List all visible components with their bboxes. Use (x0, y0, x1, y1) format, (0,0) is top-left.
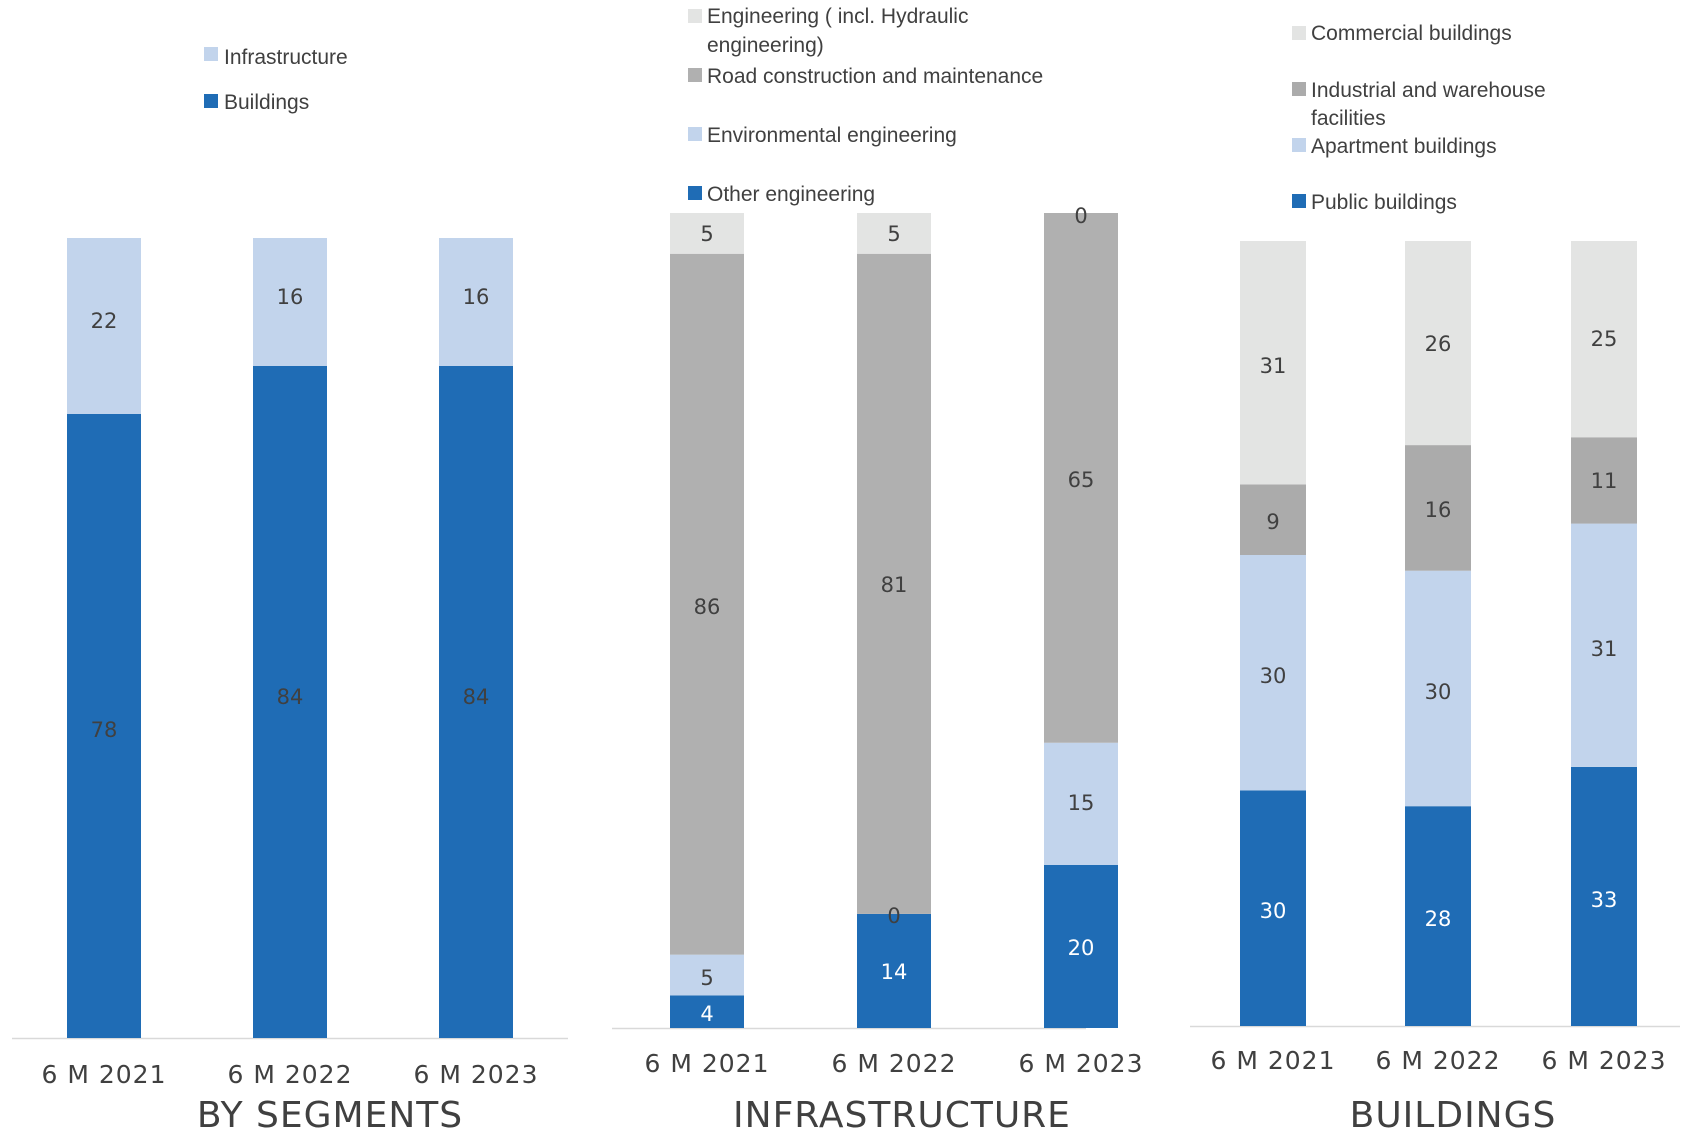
by-segments-tick-label-6-m-2021: 6 M 2021 (42, 1060, 167, 1089)
infrastructure-bar-other-engineering-6-m-2023 (1044, 865, 1118, 1028)
by-segments-data-label-buildings-6-m-2021: 78 (91, 718, 118, 742)
by-segments-bar-infrastructure-6-m-2023 (439, 238, 513, 366)
by-segments-data-label-infrastructure-6-m-2021: 22 (91, 309, 118, 333)
infrastructure-legend-label-other-engineering: Other engineering (707, 183, 875, 206)
buildings-bar-public-buildings-6-m-2023 (1571, 766, 1637, 1026)
buildings-legend-label-apartment-buildings: Apartment buildings (1311, 135, 1497, 158)
infrastructure-data-label-road-construction-and-maintenance-6-m-2021: 86 (694, 595, 721, 619)
buildings-data-label-industrial-and-warehouse-facilities-6-m-2021: 9 (1266, 510, 1279, 534)
by-segments-bar-buildings-6-m-2023 (439, 366, 513, 1038)
by-segments-legend-swatch-buildings (204, 94, 218, 108)
buildings-data-label-apartment-buildings-6-m-2023: 31 (1591, 637, 1618, 661)
by-segments-bar-buildings-6-m-2022 (253, 366, 327, 1038)
buildings-tick-label-6-m-2021: 6 M 2021 (1211, 1046, 1336, 1075)
buildings-tick-label-6-m-2022: 6 M 2022 (1376, 1046, 1501, 1075)
infrastructure-data-label-engineering-incl-hydraulic-engineering-6-m-2022: 5 (887, 222, 900, 246)
buildings-legend-swatch-commercial-buildings (1292, 26, 1306, 40)
infrastructure-data-label-other-engineering-6-m-2022: 14 (881, 960, 908, 984)
infrastructure-bar-road-construction-and-maintenance-6-m-2023 (1044, 213, 1118, 743)
buildings-bar-industrial-and-warehouse-facilities-6-m-2022 (1405, 445, 1471, 571)
infrastructure-data-label-environmental-engineering-6-m-2021: 5 (700, 966, 713, 990)
buildings-data-label-industrial-and-warehouse-facilities-6-m-2022: 16 (1425, 498, 1452, 522)
buildings-bar-apartment-buildings-6-m-2023 (1571, 523, 1637, 767)
by-segments-bar-infrastructure-6-m-2021 (67, 238, 141, 414)
infrastructure-legend-label-engineering-incl-hydraulic-engineering-line-1: Engineering ( incl. Hydraulic (707, 5, 968, 28)
buildings-bar-apartment-buildings-6-m-2022 (1405, 570, 1471, 807)
infrastructure-legend-swatch-engineering-incl-hydraulic-engineering (688, 9, 702, 23)
buildings-bar-commercial-buildings-6-m-2022 (1405, 241, 1471, 446)
infrastructure-tick-label-6-m-2022: 6 M 2022 (832, 1049, 957, 1078)
buildings-bar-apartment-buildings-6-m-2021 (1240, 555, 1306, 791)
by-segments-legend-label-buildings: Buildings (224, 91, 309, 114)
buildings-data-label-commercial-buildings-6-m-2021: 31 (1260, 354, 1287, 378)
by-segments-title: BY SEGMENTS (197, 1095, 463, 1128)
buildings-bar-public-buildings-6-m-2022 (1405, 806, 1471, 1026)
by-segments-tick-label-6-m-2022: 6 M 2022 (228, 1060, 353, 1089)
infrastructure-legend-label-environmental-engineering: Environmental engineering (707, 124, 957, 147)
infrastructure-data-label-road-construction-and-maintenance-6-m-2022: 81 (881, 573, 908, 597)
by-segments-tick-label-6-m-2023: 6 M 2023 (414, 1060, 539, 1089)
infrastructure-legend-swatch-environmental-engineering (688, 127, 702, 141)
infrastructure-data-label-environmental-engineering-6-m-2022: 0 (887, 904, 900, 928)
infrastructure-bar-engineering-incl-hydraulic-engineering-6-m-2021 (670, 213, 744, 254)
by-segments-legend-label-infrastructure: Infrastructure (224, 46, 348, 69)
buildings-data-label-commercial-buildings-6-m-2022: 26 (1425, 332, 1452, 356)
buildings-title: BUILDINGS (1350, 1095, 1557, 1128)
by-segments-data-label-infrastructure-6-m-2022: 16 (277, 285, 304, 309)
by-segments-data-label-buildings-6-m-2022: 84 (277, 685, 304, 709)
buildings-bar-commercial-buildings-6-m-2021 (1240, 241, 1306, 485)
infrastructure-legend-swatch-other-engineering (688, 186, 702, 200)
infrastructure-legend-label-engineering-incl-hydraulic-engineering-line-2: engineering) (707, 34, 824, 57)
buildings-data-label-apartment-buildings-6-m-2021: 30 (1260, 664, 1287, 688)
infrastructure-bar-engineering-incl-hydraulic-engineering-6-m-2022 (857, 213, 931, 254)
infrastructure-bar-environmental-engineering-6-m-2023 (1044, 742, 1118, 865)
buildings-data-label-commercial-buildings-6-m-2023: 25 (1591, 327, 1618, 351)
infrastructure-data-label-road-construction-and-maintenance-6-m-2023: 65 (1068, 468, 1095, 492)
buildings-bar-industrial-and-warehouse-facilities-6-m-2021 (1240, 484, 1306, 555)
infrastructure-tick-label-6-m-2021: 6 M 2021 (645, 1049, 770, 1078)
buildings-legend-swatch-apartment-buildings (1292, 138, 1306, 152)
infrastructure-title: INFRASTRUCTURE (733, 1095, 1071, 1128)
infrastructure-data-label-other-engineering-6-m-2021: 4 (700, 1002, 713, 1026)
buildings-bar-industrial-and-warehouse-facilities-6-m-2023 (1571, 437, 1637, 524)
infrastructure-tick-label-6-m-2023: 6 M 2023 (1019, 1049, 1144, 1078)
infrastructure-bar-road-construction-and-maintenance-6-m-2021 (670, 253, 744, 955)
buildings-legend-label-commercial-buildings: Commercial buildings (1311, 22, 1512, 45)
infrastructure-bar-other-engineering-6-m-2021 (670, 995, 744, 1028)
buildings-data-label-apartment-buildings-6-m-2022: 30 (1425, 680, 1452, 704)
infrastructure-bar-other-engineering-6-m-2022 (857, 913, 931, 1028)
infrastructure-legend-label-road-construction-and-maintenance: Road construction and maintenance (707, 65, 1043, 88)
by-segments-bar-buildings-6-m-2021 (67, 414, 141, 1038)
by-segments-data-label-infrastructure-6-m-2023: 16 (463, 285, 490, 309)
by-segments-data-label-buildings-6-m-2023: 84 (463, 685, 490, 709)
infrastructure-legend-swatch-road-construction-and-maintenance (688, 68, 702, 82)
buildings-legend-swatch-industrial-and-warehouse-facilities (1292, 82, 1306, 96)
infrastructure-data-label-environmental-engineering-6-m-2023: 15 (1068, 791, 1095, 815)
by-segments-bar-infrastructure-6-m-2022 (253, 238, 327, 366)
buildings-data-label-public-buildings-6-m-2023: 33 (1591, 888, 1618, 912)
buildings-tick-label-6-m-2023: 6 M 2023 (1542, 1046, 1667, 1075)
by-segments-legend-swatch-infrastructure (204, 47, 218, 61)
infrastructure-bar-environmental-engineering-6-m-2021 (670, 954, 744, 996)
infrastructure-bar-road-construction-and-maintenance-6-m-2022 (857, 253, 931, 914)
infrastructure-data-label-engineering-incl-hydraulic-engineering-6-m-2021: 5 (700, 222, 713, 246)
buildings-bar-public-buildings-6-m-2021 (1240, 790, 1306, 1026)
buildings-data-label-public-buildings-6-m-2022: 28 (1425, 907, 1452, 931)
buildings-legend-swatch-public-buildings (1292, 194, 1306, 208)
buildings-legend-label-industrial-and-warehouse-facilities-line-1: Industrial and warehouse (1311, 79, 1546, 102)
buildings-legend-label-industrial-and-warehouse-facilities-line-2: facilities (1311, 107, 1386, 130)
infrastructure-data-label-other-engineering-6-m-2023: 20 (1068, 936, 1095, 960)
infrastructure-data-label-engineering-incl-hydraulic-engineering-6-m-2023: 0 (1074, 204, 1087, 228)
buildings-data-label-public-buildings-6-m-2021: 30 (1260, 899, 1287, 923)
buildings-data-label-industrial-and-warehouse-facilities-6-m-2023: 11 (1591, 469, 1618, 493)
buildings-legend-label-public-buildings: Public buildings (1311, 191, 1457, 214)
buildings-bar-commercial-buildings-6-m-2023 (1571, 241, 1637, 438)
